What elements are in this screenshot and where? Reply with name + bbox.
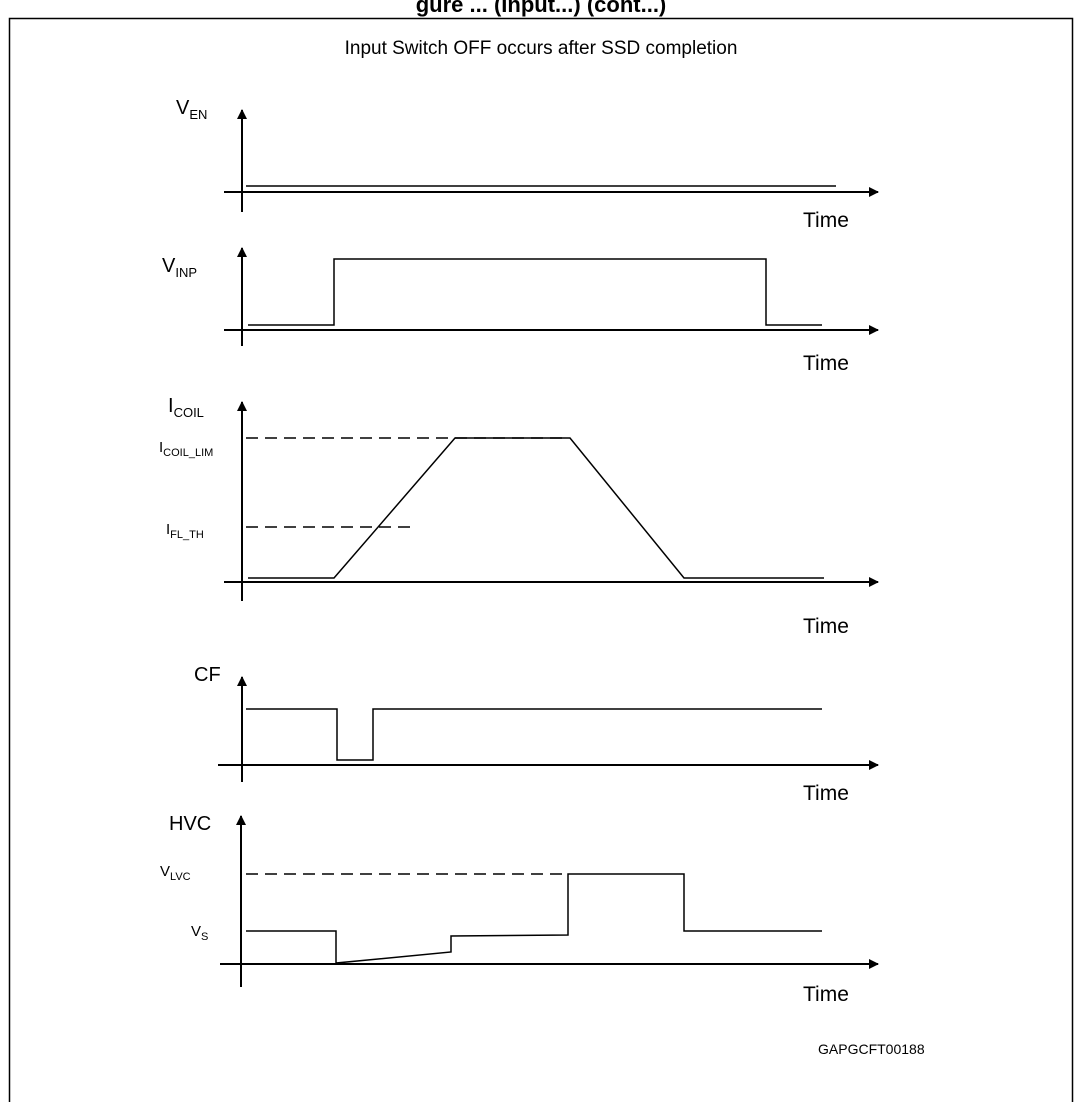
panel-icoil: ICOIL ICOIL_LIM IFL_TH Time xyxy=(159,395,879,638)
diagram-title: Input Switch OFF occurs after SSD comple… xyxy=(345,38,738,59)
cf-signal xyxy=(246,708,822,761)
vinp-time-label: Time xyxy=(803,352,849,375)
hvc-label: HVC xyxy=(169,813,211,835)
footer-code: GAPGCFT00188 xyxy=(818,1041,925,1057)
hvc-time-label: Time xyxy=(803,983,849,1006)
icoil-time-label: Time xyxy=(803,615,849,638)
icoil-lim-label: ICOIL_LIM xyxy=(159,439,213,459)
diagram-frame xyxy=(8,17,1074,1102)
panel-cf: CF Time xyxy=(194,664,879,805)
hvc-signal xyxy=(246,873,822,964)
ven-label: VEN xyxy=(176,97,207,122)
icoil-label: ICOIL xyxy=(168,395,204,420)
cf-label: CF xyxy=(194,664,221,686)
panel-vinp: VINP Time xyxy=(162,247,879,375)
hvc-s-label: VS xyxy=(191,923,208,943)
icoil-th-label: IFL_TH xyxy=(166,521,204,541)
panel-hvc: HVC VLVC VS Time xyxy=(160,813,879,1006)
panel-ven: VEN Time xyxy=(176,97,879,232)
vinp-signal xyxy=(248,258,822,326)
header-text: gure ... (Input...) (cont...) xyxy=(416,0,667,17)
ven-time-label: Time xyxy=(803,209,849,232)
icoil-signal xyxy=(248,437,824,579)
hvc-lvc-label: VLVC xyxy=(160,863,191,883)
cf-time-label: Time xyxy=(803,782,849,805)
vinp-label: VINP xyxy=(162,255,197,280)
